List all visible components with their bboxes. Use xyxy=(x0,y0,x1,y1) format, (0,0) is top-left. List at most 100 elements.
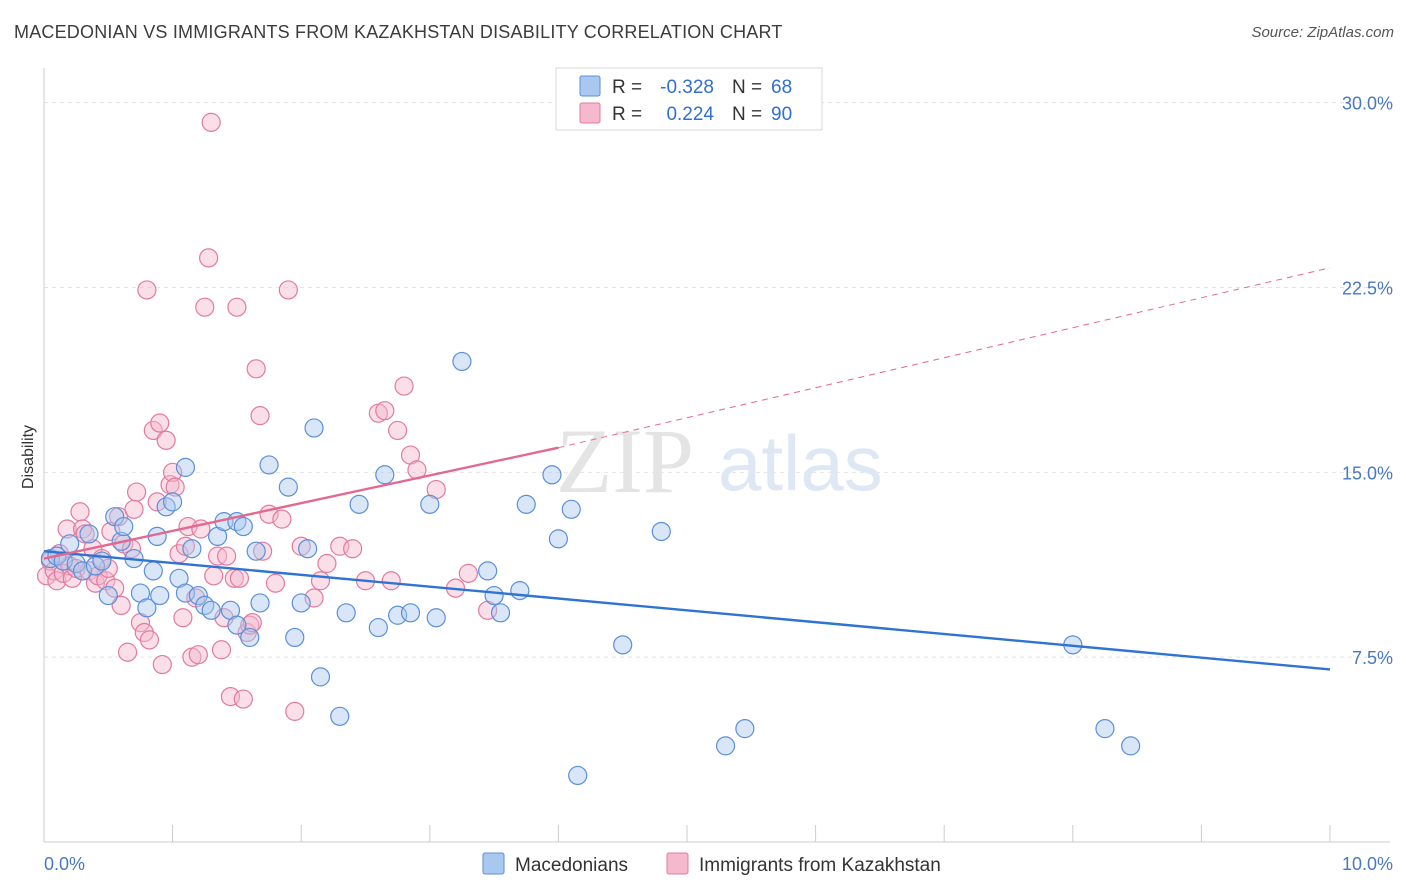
point-kazakhstan xyxy=(458,563,478,583)
point-macedonians xyxy=(246,541,266,561)
point-macedonians xyxy=(568,765,588,786)
y-tick-label: 22.5% xyxy=(1342,278,1393,298)
point-kazakhstan xyxy=(375,401,395,421)
point-macedonians xyxy=(201,600,221,620)
point-kazakhstan xyxy=(188,645,208,665)
legend-bottom-swatch-kazakhstan xyxy=(666,852,689,875)
point-macedonians xyxy=(651,521,671,542)
point-kazakhstan xyxy=(62,568,82,588)
point-macedonians xyxy=(1095,719,1115,739)
x-tick-label: 10.0% xyxy=(1342,854,1393,874)
point-kazakhstan xyxy=(143,420,163,441)
point-kazakhstan xyxy=(253,541,273,561)
point-macedonians xyxy=(240,627,260,648)
point-kazakhstan xyxy=(163,462,183,482)
point-macedonians xyxy=(561,499,581,519)
point-macedonians xyxy=(227,615,247,635)
point-macedonians xyxy=(548,529,569,549)
legend-r-value-macedonians: -0.328 xyxy=(660,77,714,98)
point-macedonians xyxy=(285,627,305,648)
point-macedonians xyxy=(278,477,298,497)
trendline-macedonians xyxy=(43,549,1331,671)
point-macedonians xyxy=(137,598,157,618)
point-macedonians xyxy=(490,603,511,623)
point-kazakhstan xyxy=(195,297,215,317)
point-kazakhstan xyxy=(126,482,147,502)
legend-n-value-macedonians: 68 xyxy=(771,77,792,98)
point-macedonians xyxy=(250,593,270,613)
watermark: ZIP atlas xyxy=(556,410,883,512)
point-macedonians xyxy=(735,719,755,739)
point-kazakhstan xyxy=(72,519,93,539)
point-macedonians xyxy=(72,561,93,581)
legend-bottom-label-macedonians: Macedonians xyxy=(515,855,628,876)
point-kazakhstan xyxy=(278,280,298,300)
point-macedonians xyxy=(175,457,196,477)
point-kazakhstan xyxy=(217,546,237,566)
point-macedonians xyxy=(452,351,472,372)
point-macedonians xyxy=(98,585,118,606)
legend-n-label-kazakhstan: N = xyxy=(732,104,762,125)
point-macedonians xyxy=(304,418,324,438)
point-macedonians xyxy=(368,617,388,638)
chart-title: MACEDONIAN VS IMMIGRANTS FROM KAZAKHSTAN… xyxy=(14,22,783,42)
point-kazakhstan xyxy=(229,568,250,588)
watermark-zip: ZIP xyxy=(556,410,694,512)
legend-swatch-macedonians xyxy=(579,75,601,97)
point-kazakhstan xyxy=(381,571,401,591)
point-macedonians xyxy=(259,455,279,475)
point-macedonians xyxy=(291,593,311,613)
point-kazakhstan xyxy=(246,359,266,379)
point-kazakhstan xyxy=(137,280,157,300)
point-kazakhstan xyxy=(147,492,167,512)
point-macedonians xyxy=(163,492,183,512)
point-kazakhstan xyxy=(150,413,170,433)
legend-bottom-label-kazakhstan: Immigrants from Kazakhstan xyxy=(699,855,941,876)
point-macedonians xyxy=(336,603,356,623)
legend-n-label-macedonians: N = xyxy=(732,77,762,98)
x-tick-label: 0.0% xyxy=(44,854,85,874)
point-kazakhstan xyxy=(152,654,172,675)
point-macedonians xyxy=(188,585,208,606)
point-kazakhstan xyxy=(237,622,257,643)
y-tick-label: 15.0% xyxy=(1342,463,1393,483)
point-macedonians xyxy=(156,497,176,517)
y-tick-label: 30.0% xyxy=(1342,94,1393,114)
point-macedonians xyxy=(330,706,350,726)
point-kazakhstan xyxy=(272,509,292,529)
point-kazakhstan xyxy=(250,406,270,426)
point-macedonians xyxy=(79,524,99,544)
point-kazakhstan xyxy=(201,112,221,132)
point-macedonians xyxy=(114,516,134,537)
point-kazakhstan xyxy=(199,248,219,268)
point-macedonians xyxy=(613,635,633,655)
y-tick-label: 7.5% xyxy=(1352,648,1393,668)
point-kazakhstan xyxy=(204,566,224,586)
point-kazakhstan xyxy=(105,578,125,598)
series-kazakhstan xyxy=(36,112,498,721)
point-macedonians xyxy=(516,494,536,514)
point-macedonians xyxy=(60,534,80,554)
point-kazakhstan xyxy=(310,571,331,591)
point-macedonians xyxy=(426,608,446,628)
point-macedonians xyxy=(182,539,202,559)
point-macedonians xyxy=(195,595,215,616)
trendlines xyxy=(43,267,1331,671)
point-kazakhstan xyxy=(343,539,363,559)
point-macedonians xyxy=(349,494,369,514)
point-macedonians xyxy=(233,516,253,537)
point-kazakhstan xyxy=(47,571,67,591)
point-kazakhstan xyxy=(111,595,131,616)
y-axis-title: Disability xyxy=(20,425,37,489)
point-kazakhstan xyxy=(117,642,138,662)
legend-swatch-kazakhstan xyxy=(579,102,601,124)
point-macedonians xyxy=(310,667,331,687)
point-kazakhstan xyxy=(388,420,408,441)
point-kazakhstan xyxy=(227,297,247,317)
point-kazakhstan xyxy=(156,430,176,450)
legend-r-label-kazakhstan: R = xyxy=(612,104,642,125)
point-macedonians xyxy=(298,539,318,559)
point-kazakhstan xyxy=(70,502,90,522)
point-macedonians xyxy=(1121,736,1141,756)
